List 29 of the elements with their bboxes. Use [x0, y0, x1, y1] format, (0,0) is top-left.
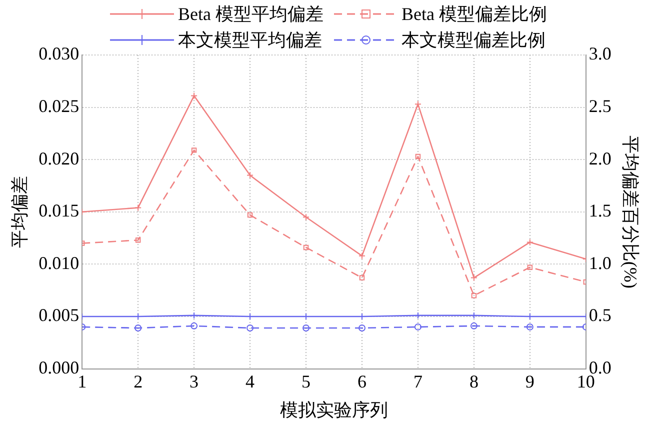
y2-tick-label: 1.0 — [588, 252, 612, 273]
y-tick-label: 0.020 — [38, 148, 80, 168]
x-tick-label: 5 — [302, 371, 311, 392]
legend-label: Beta 模型平均偏差 — [178, 3, 324, 26]
legend-label: 本文模型偏差比例 — [402, 29, 546, 52]
y-tick-label: 0.005 — [38, 305, 80, 326]
x-tick-label: 9 — [525, 371, 534, 392]
legend-label: Beta 模型偏差比例 — [402, 3, 547, 26]
y-tick-label: 0.000 — [38, 358, 80, 378]
y-tick-label: 0.025 — [38, 96, 80, 116]
x-tick-label: 6 — [357, 371, 366, 392]
x-tick-label: 3 — [190, 371, 199, 392]
y-tick-label: 0.015 — [38, 200, 80, 221]
y-axis-title: 平均偏差 — [10, 176, 30, 248]
y2-tick-label: 1.5 — [588, 200, 612, 221]
legend-label: 本文模型平均偏差 — [178, 29, 322, 52]
y2-tick-label: 2.5 — [588, 96, 612, 116]
x-axis-title: 模拟实验序列 — [280, 400, 388, 420]
x-tick-label: 7 — [413, 371, 422, 392]
x-tick-label: 4 — [246, 371, 255, 392]
x-tick-label: 8 — [469, 371, 478, 392]
y-tick-label: 0.010 — [38, 252, 80, 273]
y2-tick-label: 0.5 — [588, 305, 612, 326]
y2-axis-title: 平均偏差百分比(%) — [620, 135, 640, 288]
x-tick-label: 1 — [78, 371, 87, 392]
y2-tick-label: 3.0 — [588, 44, 612, 64]
y-tick-label: 0.030 — [38, 44, 80, 64]
x-tick-label: 2 — [134, 371, 143, 392]
y2-tick-label: 2.0 — [588, 148, 612, 168]
